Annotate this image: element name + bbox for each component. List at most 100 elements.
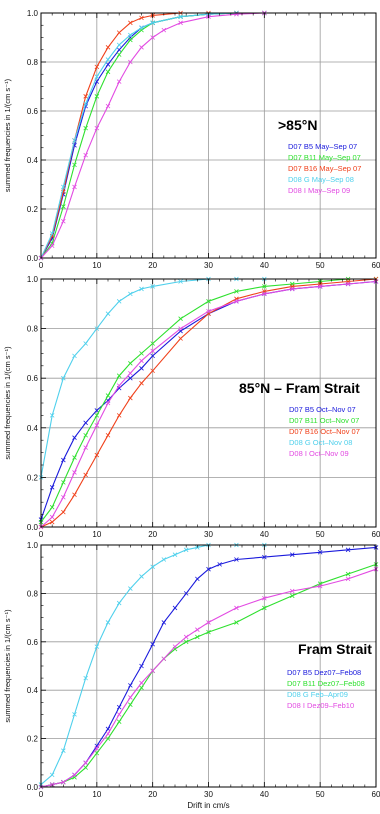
- panel-2-series-2-marker: [72, 455, 77, 460]
- panel-2: 0 10 20 30 40 50 60 0.0 0.2 0.4 0.6 0.8 1.0 summed f…: [3, 275, 380, 539]
- panel-3-series-1-marker: [128, 683, 133, 688]
- y-tick-label: 0.4: [27, 686, 39, 695]
- panel-2-series-5-marker: [105, 400, 111, 406]
- panel-3-series-3-marker: [139, 574, 144, 579]
- panel-1-series-4-marker: [83, 101, 88, 106]
- panel-3-legend-entry-3: D08 G Feb–Apr09: [287, 690, 348, 699]
- panel-2-series-3-marker: [139, 380, 144, 386]
- x-tick-label: 50: [316, 790, 325, 799]
- y-tick-label: 0.6: [27, 638, 39, 647]
- panel-2-legend: D07 B5 Oct–Nov 07 D07 B11 Oct–Nov 07 D07 B…: [289, 405, 360, 458]
- panel-2-series-5-marker: [345, 281, 351, 287]
- panel-1-series-4-marker: [94, 74, 100, 79]
- panel-3-series-4-marker: [72, 772, 77, 778]
- panel-3-ticks: 0 10 20 30 40 50 60 0.0 0.2 0.4 0.6 0.8 1.0: [27, 541, 380, 799]
- panel-2-series-3-marker: [105, 432, 111, 438]
- panel-2-series-4-marker: [128, 291, 133, 297]
- x-tick-label: 50: [316, 530, 325, 539]
- panel-1-series-3-marker: [128, 20, 133, 26]
- x-tick-label: 20: [148, 790, 157, 799]
- y-tick-label: 0.2: [27, 735, 39, 744]
- panel-1-legend-entry-3: D07 B16 May–Sep 07: [288, 164, 361, 173]
- panel-3-series-2-marker: [139, 685, 144, 691]
- y-tick-label: 0.6: [27, 374, 39, 383]
- panel-2-series-4-marker: [116, 299, 122, 304]
- panel-2-series-5-marker: [61, 494, 66, 500]
- panel-3-series-4-marker: [150, 668, 155, 674]
- panel-1-series-5-marker: [61, 218, 66, 224]
- panel-3-series-1-marker: [150, 641, 155, 647]
- x-tick-label: 30: [204, 790, 213, 799]
- panel-1-series-5-marker: [139, 45, 144, 50]
- panel-2-series-3-marker: [83, 472, 88, 478]
- panel-3-series-1-marker: [217, 562, 222, 567]
- panel-2-series-4-marker: [49, 413, 55, 418]
- panel-3-series-2-marker: [262, 605, 267, 611]
- panel-2-series-4-marker: [150, 284, 155, 289]
- panel-1-series-5-marker: [83, 152, 88, 158]
- y-tick-label: 0.0: [27, 783, 39, 792]
- panel-3-series-2-marker: [195, 634, 200, 640]
- panel-1-series-5-marker: [105, 103, 111, 109]
- panel-2-series-4-marker: [61, 375, 66, 381]
- x-tick-label: 10: [92, 530, 101, 539]
- panel-2-legend-entry-3: D07 B16 Oct–Nov 07: [289, 427, 360, 436]
- panel-1-series-2-marker: [94, 94, 100, 99]
- panel-3-series-3-marker: [183, 547, 189, 553]
- panel-1-series-5-marker: [161, 27, 167, 33]
- panel-3-series-4-marker: [128, 695, 133, 700]
- y-tick-label: 0.4: [27, 156, 39, 165]
- panel-2-series-3-marker: [150, 368, 155, 374]
- x-tick-label: 60: [372, 530, 380, 539]
- panel-3-y-axis-label: summed frequencies in 1/(cm s⁻¹): [3, 609, 12, 723]
- y-tick-label: 0.8: [27, 589, 39, 598]
- panel-2-series-4-marker: [139, 286, 144, 292]
- panel-3-series-4-marker: [317, 583, 323, 589]
- panel-2-series-2-marker: [61, 480, 66, 485]
- panel-2-series-5-marker: [128, 370, 133, 376]
- panel-2-series-5-marker: [94, 423, 100, 428]
- panel-3-series-1-marker: [139, 663, 144, 669]
- panel-3-series-4-marker: [234, 605, 239, 611]
- y-tick-label: 0.2: [27, 473, 39, 482]
- panel-3-series-4-marker: [183, 634, 189, 640]
- panel-2-series-2-marker: [150, 341, 155, 346]
- panel-1-y-axis-label: summed frequencies in 1/(cm s⁻¹): [3, 78, 12, 192]
- panel-3-series-4-marker: [94, 745, 100, 751]
- panel-2-series-2-marker: [83, 432, 88, 438]
- panel-2-series-5-marker: [262, 291, 267, 297]
- panel-3-series-3-line: [40, 544, 265, 786]
- panel-1-series-5-line: [40, 12, 265, 259]
- panel-3-series-4-marker: [262, 595, 267, 601]
- panel-2-series-5-marker: [83, 445, 88, 450]
- panel-2-series-1-marker: [49, 485, 55, 490]
- panel-3-series-4-marker: [105, 731, 111, 737]
- panel-1-series-4-marker: [116, 42, 122, 48]
- panel-1-series-4-marker: [139, 25, 144, 30]
- panel-1-series-2-marker: [128, 37, 133, 43]
- panel-2-legend-entry-4: D08 G Oct–Nov 08: [289, 438, 352, 447]
- panel-2-legend-entry-1: D07 B5 Oct–Nov 07: [289, 405, 356, 414]
- panel-3-series-2-marker: [105, 736, 111, 741]
- panel-1-legend-entry-4: D08 G May–Sep 08: [288, 175, 354, 184]
- panel-2-series-4-marker: [94, 326, 100, 331]
- panel-1-series-5-marker: [72, 184, 77, 190]
- y-tick-label: 1.0: [27, 275, 39, 284]
- panel-2-series-1-marker: [72, 435, 77, 441]
- x-tick-label: 30: [204, 261, 213, 270]
- x-tick-label: 10: [92, 261, 101, 270]
- panel-1-series-5-marker: [128, 59, 133, 65]
- panel-3-series-4-marker: [161, 656, 167, 662]
- panel-1-legend: D07 B5 May–Sep 07 D07 B11 May–Sep 07 D07 B…: [288, 142, 361, 195]
- panel-1-series-2-marker: [72, 162, 77, 168]
- panel-3-title: Fram Strait: [298, 641, 372, 657]
- x-tick-label: 0: [39, 530, 44, 539]
- panel-3-series-3-marker: [150, 564, 155, 570]
- panel-1-series-5-marker: [150, 35, 155, 40]
- panel-1-series-2-marker: [83, 125, 88, 131]
- x-tick-label: 20: [148, 530, 157, 539]
- panel-1-series-2-marker: [116, 52, 122, 57]
- panel-2-series-5-marker: [150, 348, 155, 354]
- panel-1-series-2-marker: [105, 69, 111, 75]
